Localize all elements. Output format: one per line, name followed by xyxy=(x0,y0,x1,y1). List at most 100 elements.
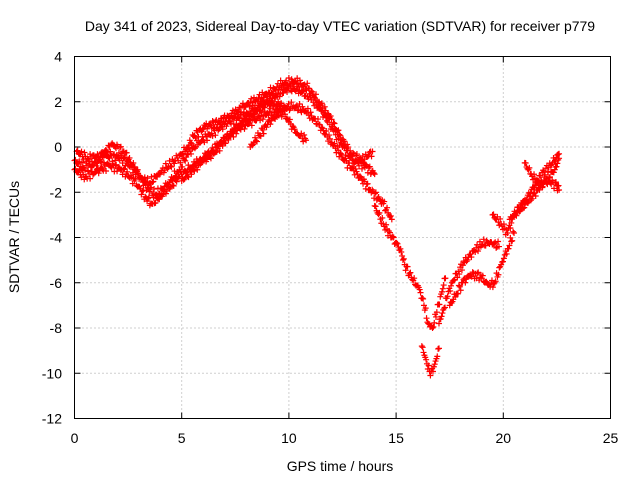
data-point-marker xyxy=(107,148,114,155)
data-point-marker xyxy=(171,160,178,167)
data-point-marker xyxy=(416,286,423,293)
data-point-marker xyxy=(387,212,394,219)
data-point-marker xyxy=(173,178,180,185)
data-point-marker xyxy=(223,123,230,130)
data-point-marker xyxy=(542,165,549,172)
data-point-marker xyxy=(251,111,258,118)
data-point-marker xyxy=(506,242,513,249)
data-point-marker xyxy=(368,153,375,160)
data-point-marker xyxy=(327,113,334,120)
data-point-marker xyxy=(456,271,463,278)
data-point-marker xyxy=(526,193,533,200)
data-point-marker xyxy=(455,268,462,275)
data-point-marker xyxy=(452,293,459,300)
data-point-marker xyxy=(291,126,298,133)
data-point-marker xyxy=(206,154,213,161)
data-point-marker xyxy=(505,245,512,252)
data-point-marker xyxy=(381,198,388,205)
data-point-marker xyxy=(439,285,446,292)
data-point-marker xyxy=(321,103,328,110)
data-point-marker xyxy=(212,132,219,139)
data-point-marker xyxy=(393,239,400,246)
data-point-marker xyxy=(539,183,546,190)
data-point-marker xyxy=(533,176,540,183)
x-tick-label: 25 xyxy=(603,430,619,446)
data-point-marker xyxy=(467,251,474,258)
data-point-marker xyxy=(301,81,308,88)
data-point-marker xyxy=(188,171,195,178)
data-point-marker xyxy=(253,137,260,144)
data-point-marker xyxy=(434,353,441,360)
data-point-marker xyxy=(296,77,303,84)
data-point-marker xyxy=(120,166,127,173)
data-point-marker xyxy=(438,313,445,320)
marks-layer xyxy=(71,75,563,379)
data-point-marker xyxy=(90,162,97,169)
data-point-marker xyxy=(318,100,325,107)
data-point-marker xyxy=(511,208,518,215)
data-point-marker xyxy=(95,170,102,177)
data-point-marker xyxy=(423,356,430,363)
data-point-marker xyxy=(229,129,236,136)
data-point-marker xyxy=(206,120,213,127)
data-point-marker xyxy=(490,211,497,218)
data-point-marker xyxy=(431,361,438,368)
data-point-marker xyxy=(541,171,548,178)
data-point-marker xyxy=(188,150,195,157)
x-tick-label: 20 xyxy=(496,430,512,446)
data-point-marker xyxy=(450,277,457,284)
data-point-marker xyxy=(264,93,271,100)
data-point-marker xyxy=(441,304,448,311)
data-point-marker xyxy=(510,228,517,235)
data-point-marker xyxy=(126,154,133,161)
data-point-marker xyxy=(183,169,190,176)
data-point-marker xyxy=(117,143,124,150)
data-point-marker xyxy=(82,166,89,173)
data-point-marker xyxy=(509,237,516,244)
data-point-marker xyxy=(225,136,232,143)
data-point-marker xyxy=(496,243,503,250)
data-point-marker xyxy=(152,199,159,206)
data-point-marker xyxy=(247,116,254,123)
data-point-marker xyxy=(390,234,397,241)
data-point-marker xyxy=(303,137,310,144)
tick-layer: 0 5 10 15 20 25 -12 -10 -8 -6 -4 -2 0 2 4 xyxy=(42,49,619,447)
data-point-marker xyxy=(192,134,199,141)
data-point-marker xyxy=(223,133,230,140)
data-point-marker xyxy=(299,88,306,95)
data-point-marker xyxy=(326,132,333,139)
data-point-marker xyxy=(522,198,529,205)
data-point-marker xyxy=(149,179,156,186)
data-point-marker xyxy=(417,289,424,296)
data-point-marker xyxy=(366,149,373,156)
data-point-marker xyxy=(208,124,215,131)
data-point-marker xyxy=(350,149,357,156)
data-point-marker xyxy=(130,160,137,167)
data-point-marker xyxy=(191,167,198,174)
data-point-marker xyxy=(175,157,182,164)
data-point-marker xyxy=(492,239,499,246)
data-point-marker xyxy=(112,162,119,169)
data-point-marker xyxy=(272,116,279,123)
data-point-marker xyxy=(230,129,237,136)
data-point-marker xyxy=(455,282,462,289)
data-point-marker xyxy=(495,271,502,278)
data-point-marker xyxy=(121,153,128,160)
data-point-marker xyxy=(419,295,426,302)
data-point-marker xyxy=(204,125,211,132)
data-point-marker xyxy=(293,102,300,109)
data-point-marker xyxy=(304,105,311,112)
data-point-marker xyxy=(267,121,274,128)
data-point-marker xyxy=(521,204,528,211)
data-point-marker xyxy=(200,157,207,164)
data-point-marker xyxy=(402,267,409,274)
data-point-marker xyxy=(550,169,557,176)
data-point-marker xyxy=(438,288,445,295)
data-point-marker xyxy=(556,150,563,157)
y-tick-label: -6 xyxy=(50,275,63,291)
data-point-marker xyxy=(286,116,293,123)
data-point-marker xyxy=(546,173,553,180)
data-point-marker xyxy=(420,295,427,302)
data-point-marker xyxy=(531,189,538,196)
